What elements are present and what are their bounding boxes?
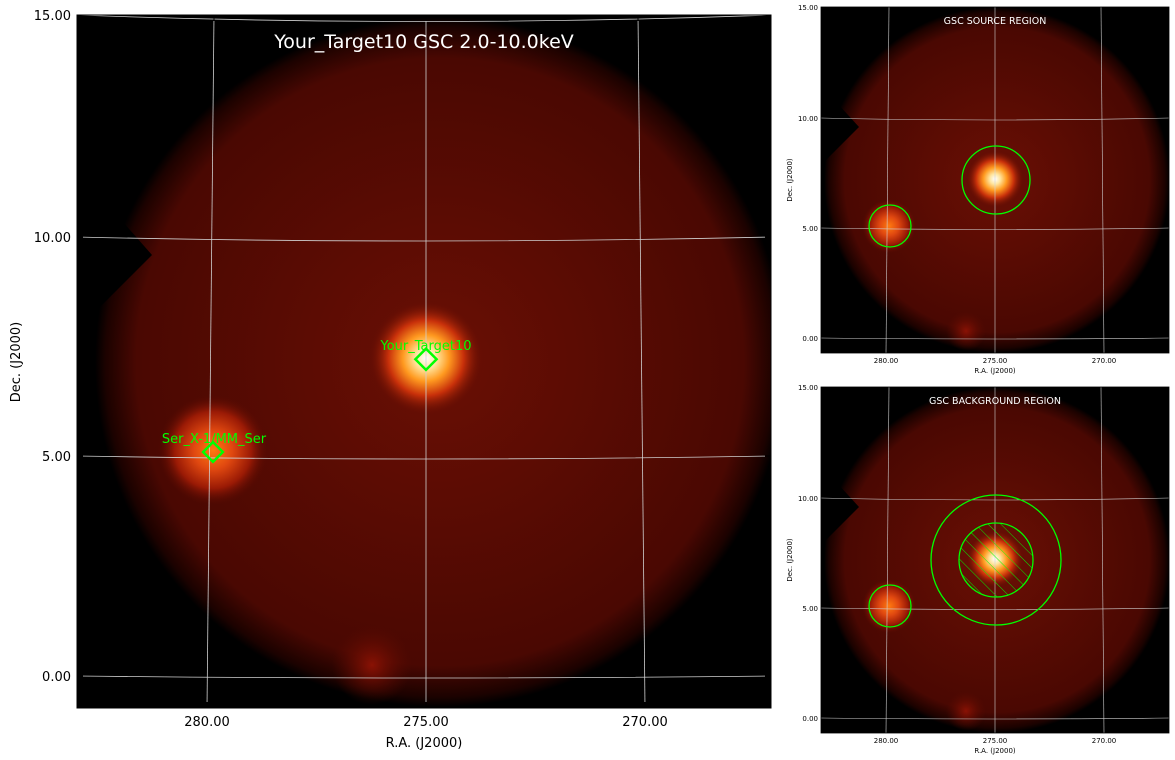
y-tick-label: 15.00 [34, 9, 71, 24]
source-coordinate-grid [821, 7, 1169, 353]
ser-x1-region-circle [868, 204, 912, 248]
background-x-axis-label: R.A. (J2000) [974, 747, 1016, 755]
target-marker [413, 346, 439, 372]
x-tick-label: 280.00 [874, 737, 899, 745]
main-x-tick-labels: 280.00 275.00 270.00 [184, 715, 668, 730]
main-frame [76, 14, 772, 709]
source-y-axis-label: Dec. (J2000) [786, 158, 794, 202]
source-region-circle [961, 145, 1031, 215]
excluded-source-circle [958, 522, 1034, 598]
background-panel-title: GSC BACKGROUND REGION [929, 396, 1061, 407]
y-tick-label: 0.00 [802, 335, 818, 343]
background-y-axis-label: Dec. (J2000) [786, 538, 794, 582]
source-x-tick-labels: 280.00 275.00 270.00 [874, 357, 1117, 365]
background-region-image: GSC BACKGROUND REGION 15.00 10.00 5.00 0… [786, 384, 1170, 755]
y-tick-label: 15.00 [798, 4, 818, 12]
main-y-tick-labels: 15.00 10.00 5.00 0.00 [34, 9, 71, 685]
x-tick-label: 270.00 [622, 715, 668, 730]
main-y-axis-label: Dec. (J2000) [9, 322, 24, 402]
main-ticks [77, 14, 771, 708]
faint-source-blob [332, 625, 412, 705]
main-sky-image: Your_Target10 Ser_X-1/MM_Ser Your_Target… [9, 9, 772, 751]
ser-x1-region-circle [868, 584, 912, 628]
source-y-tick-labels: 15.00 10.00 5.00 0.00 [798, 4, 818, 343]
x-tick-label: 280.00 [184, 715, 230, 730]
source-panel-title: GSC SOURCE REGION [944, 16, 1047, 27]
ser-x1-label: Ser_X-1/MM_Ser [162, 432, 267, 447]
ser-x1-marker [201, 440, 225, 464]
target-label: Your_Target10 [379, 339, 471, 354]
y-tick-label: 5.00 [802, 225, 818, 233]
x-tick-label: 275.00 [983, 737, 1008, 745]
y-tick-label: 0.00 [42, 670, 71, 685]
background-annulus-circle [930, 494, 1062, 626]
field-notch [77, 15, 152, 330]
coordinate-grid [77, 15, 771, 708]
y-tick-label: 10.00 [34, 231, 71, 246]
y-tick-label: 5.00 [42, 450, 71, 465]
source-x-axis-label: R.A. (J2000) [974, 367, 1016, 375]
background-x-tick-labels: 280.00 275.00 270.00 [874, 737, 1117, 745]
ser-x1-blob [158, 395, 268, 505]
x-tick-label: 275.00 [403, 715, 449, 730]
y-tick-label: 10.00 [798, 115, 818, 123]
x-tick-label: 270.00 [1092, 737, 1117, 745]
source-region-image: GSC SOURCE REGION 15.00 10.00 5.00 0.00 … [786, 4, 1170, 375]
y-tick-label: 10.00 [798, 495, 818, 503]
x-tick-label: 275.00 [983, 357, 1008, 365]
y-tick-label: 0.00 [802, 715, 818, 723]
background-coordinate-grid [821, 387, 1169, 733]
y-tick-label: 5.00 [802, 605, 818, 613]
x-tick-label: 270.00 [1092, 357, 1117, 365]
main-title: Your_Target10 GSC 2.0-10.0keV [273, 31, 574, 53]
x-tick-label: 280.00 [874, 357, 899, 365]
main-x-axis-label: R.A. (J2000) [386, 736, 463, 751]
background-y-tick-labels: 15.00 10.00 5.00 0.00 [798, 384, 818, 723]
y-tick-label: 15.00 [798, 384, 818, 392]
